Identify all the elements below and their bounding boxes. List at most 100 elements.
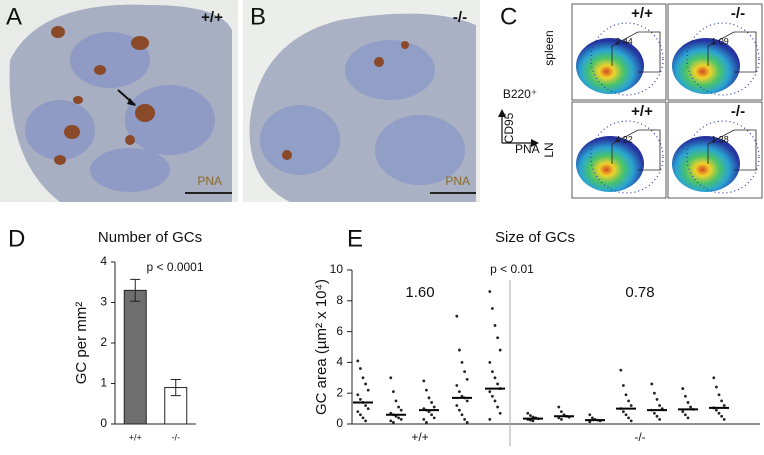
dot: [722, 417, 726, 421]
dot: [392, 390, 395, 394]
y-tick-label: 3: [100, 295, 107, 309]
cell-cloud: [576, 38, 644, 94]
genotype: -/-: [731, 5, 745, 22]
dot: [366, 407, 370, 410]
x-tick-label: +/+: [129, 432, 142, 442]
dot: [493, 376, 497, 380]
dot: [681, 387, 685, 390]
dot: [361, 416, 365, 420]
dot: [722, 404, 726, 407]
y-axis-label: CD95: [502, 112, 516, 143]
genotype: +/+: [631, 5, 653, 22]
dot: [399, 408, 403, 412]
gate: [707, 129, 757, 171]
cell-scatter: [590, 120, 664, 194]
group-mean: 0.78: [625, 284, 654, 301]
annotation: p < 0.01: [490, 262, 534, 276]
panel-label: D: [8, 225, 25, 252]
dot: [653, 391, 656, 395]
flow-grid: +/+ 2.44 -/- 1.09 +/+ 4.22 -/- 1.38: [571, 3, 763, 199]
dot: [712, 376, 716, 380]
dot: [488, 361, 492, 364]
dot: [658, 417, 661, 421]
genotype: +/+: [631, 103, 653, 120]
dot: [394, 399, 398, 403]
stain-label: PNA: [445, 174, 470, 188]
chart-e: E Size of GCs p < 0.01 GC area (µm² x 10…: [313, 225, 760, 446]
bar: [123, 289, 147, 425]
dot: [686, 401, 690, 404]
chart-d: D Number of GCs p < 0.0001 GC per mm² 0 1…: [8, 225, 204, 442]
y-tick-label: 0: [336, 416, 343, 430]
dot: [622, 410, 625, 414]
panel-label: E: [347, 225, 363, 252]
dot: [498, 348, 502, 352]
dot: [720, 399, 723, 403]
cell-cloud: [576, 136, 644, 192]
cell-cloud: [672, 38, 740, 94]
dot: [458, 390, 461, 394]
genotype: -/-: [731, 103, 745, 120]
y-tick-label: 2: [336, 385, 343, 399]
stain-label: PNA: [197, 174, 222, 188]
dot: [627, 399, 630, 403]
dot: [356, 393, 360, 397]
dot: [498, 411, 502, 415]
y-tick-label: 8: [336, 293, 343, 307]
chart-title: Size of GCs: [495, 229, 575, 246]
dot: [430, 413, 433, 417]
y-tick-label: 2: [100, 335, 107, 349]
dot: [465, 421, 469, 424]
dot: [627, 416, 630, 420]
dot: [624, 413, 628, 417]
panel-label: A: [6, 3, 22, 30]
dot: [491, 307, 494, 310]
dot: [425, 388, 428, 392]
y-tick-label: 10: [330, 262, 344, 276]
panel-label: B: [250, 3, 266, 30]
dot: [715, 408, 718, 412]
dot: [491, 394, 494, 398]
cell-scatter: [686, 120, 760, 194]
dot: [655, 414, 659, 418]
dot: [460, 361, 464, 364]
dot: [356, 359, 360, 363]
dot: [496, 382, 499, 386]
y-tick-label: 4: [100, 254, 107, 268]
y-tick-label: 4: [336, 355, 343, 369]
dot: [399, 417, 403, 421]
dot: [364, 419, 367, 423]
micrograph-a: [0, 0, 238, 202]
dot: [427, 396, 431, 400]
dot: [397, 405, 400, 409]
dot: [588, 413, 592, 417]
population-label: B220⁺: [503, 87, 537, 101]
dot: [681, 410, 685, 414]
gate-percent: 1.38: [711, 134, 729, 144]
dot: [557, 405, 561, 409]
dot: [591, 416, 594, 420]
dot: [488, 417, 492, 421]
dot: [465, 377, 469, 381]
group-label: -/-: [634, 430, 645, 444]
error-bar: [170, 378, 181, 397]
dot: [458, 408, 461, 412]
dot: [455, 404, 459, 407]
dot: [526, 411, 530, 415]
dot: [491, 370, 494, 374]
panel-label: C: [500, 3, 517, 30]
dot: [488, 390, 492, 394]
dot: [389, 376, 393, 380]
y-tick-label: 1: [100, 376, 107, 390]
dot: [364, 404, 367, 407]
dot: [463, 417, 466, 421]
dot: [432, 416, 436, 420]
dot: [488, 290, 492, 293]
dot: [629, 404, 633, 407]
dot: [496, 336, 499, 340]
dot: [493, 324, 497, 327]
dot: [359, 367, 362, 370]
gate-percent: 2.44: [615, 36, 633, 46]
gate-percent: 1.09: [711, 36, 729, 46]
